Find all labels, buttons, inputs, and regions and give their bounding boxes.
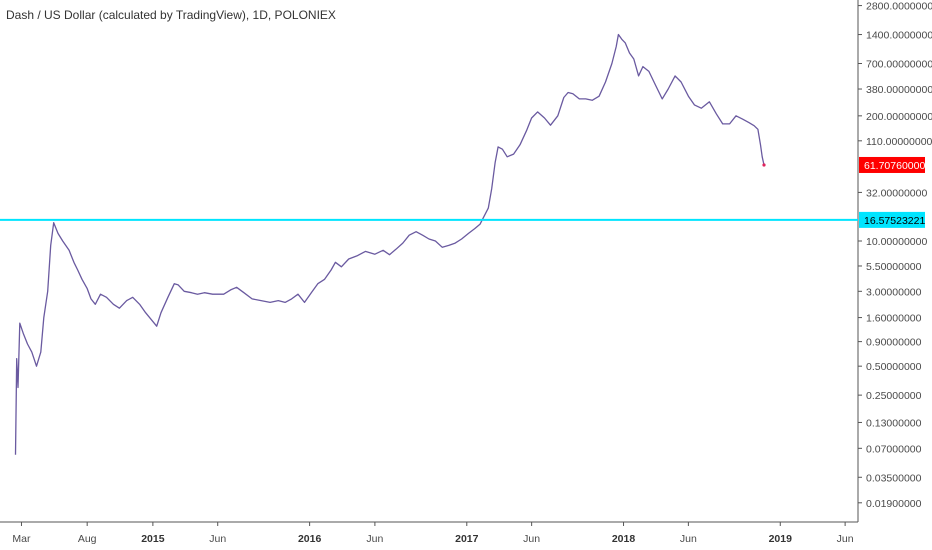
x-tick-label: Aug bbox=[78, 533, 97, 545]
y-tick-label: 1400.00000000 bbox=[866, 30, 932, 42]
y-tick-label: 0.13000000 bbox=[866, 417, 922, 429]
x-tick-label: 2015 bbox=[141, 533, 165, 545]
series-layer bbox=[14, 33, 766, 455]
y-tick-label: 10.00000000 bbox=[866, 236, 927, 248]
y-tick-label: 200.00000000 bbox=[866, 111, 932, 123]
chart-title: Dash / US Dollar (calculated by TradingV… bbox=[6, 8, 336, 22]
x-tick-label: Jun bbox=[366, 533, 383, 545]
x-axis: Mar Aug 2015 Jun 2016 Jun 2017 Jun 2018 Jun 2019 Ju… bbox=[12, 522, 854, 545]
y-tick-label: 5.50000000 bbox=[866, 261, 922, 273]
price-badges: 16.57523221 61.70760000 bbox=[859, 156, 925, 228]
last-price-badge: 61.70760000 bbox=[864, 160, 925, 172]
last-price-badge-background bbox=[859, 156, 925, 173]
horizontal-line-price-badge-background bbox=[859, 211, 925, 228]
x-tick-label: 2018 bbox=[612, 533, 636, 545]
y-tick-label: 700.00000000 bbox=[866, 58, 932, 70]
y-tick-label: 0.03500000 bbox=[866, 472, 922, 484]
x-tick-label: 2019 bbox=[769, 533, 793, 545]
y-tick-label: 0.90000000 bbox=[866, 337, 922, 349]
x-tick-label: 2016 bbox=[298, 533, 322, 545]
y-tick-label: 0.25000000 bbox=[866, 390, 922, 402]
price-series-line bbox=[14, 33, 765, 455]
y-tick-label: 380.00000000 bbox=[866, 84, 932, 96]
x-tick-label: Jun bbox=[523, 533, 540, 545]
y-tick-label: 110.00000000 bbox=[866, 136, 932, 148]
x-tick-label: Jun bbox=[680, 533, 697, 545]
x-tick-label: Jun bbox=[837, 533, 854, 545]
horizontal-line-price-badge: 16.57523221 bbox=[864, 215, 925, 227]
x-tick-label: Jun bbox=[209, 533, 226, 545]
y-axis: 2800.00000000 1400.00000000 700.00000000 38… bbox=[858, 1, 932, 510]
y-tick-label: 0.50000000 bbox=[866, 361, 922, 373]
y-tick-label: 1.60000000 bbox=[866, 313, 922, 325]
y-tick-label: 3.00000000 bbox=[866, 286, 922, 298]
y-tick-label: 0.07000000 bbox=[866, 443, 922, 455]
y-tick-label: 0.01900000 bbox=[866, 498, 922, 510]
x-tick-label: Mar bbox=[12, 533, 31, 545]
y-tick-label: 32.00000000 bbox=[866, 187, 927, 199]
y-tick-label: 2800.00000000 bbox=[866, 1, 932, 13]
x-tick-label: 2017 bbox=[455, 533, 479, 545]
last-price-point bbox=[762, 163, 766, 167]
